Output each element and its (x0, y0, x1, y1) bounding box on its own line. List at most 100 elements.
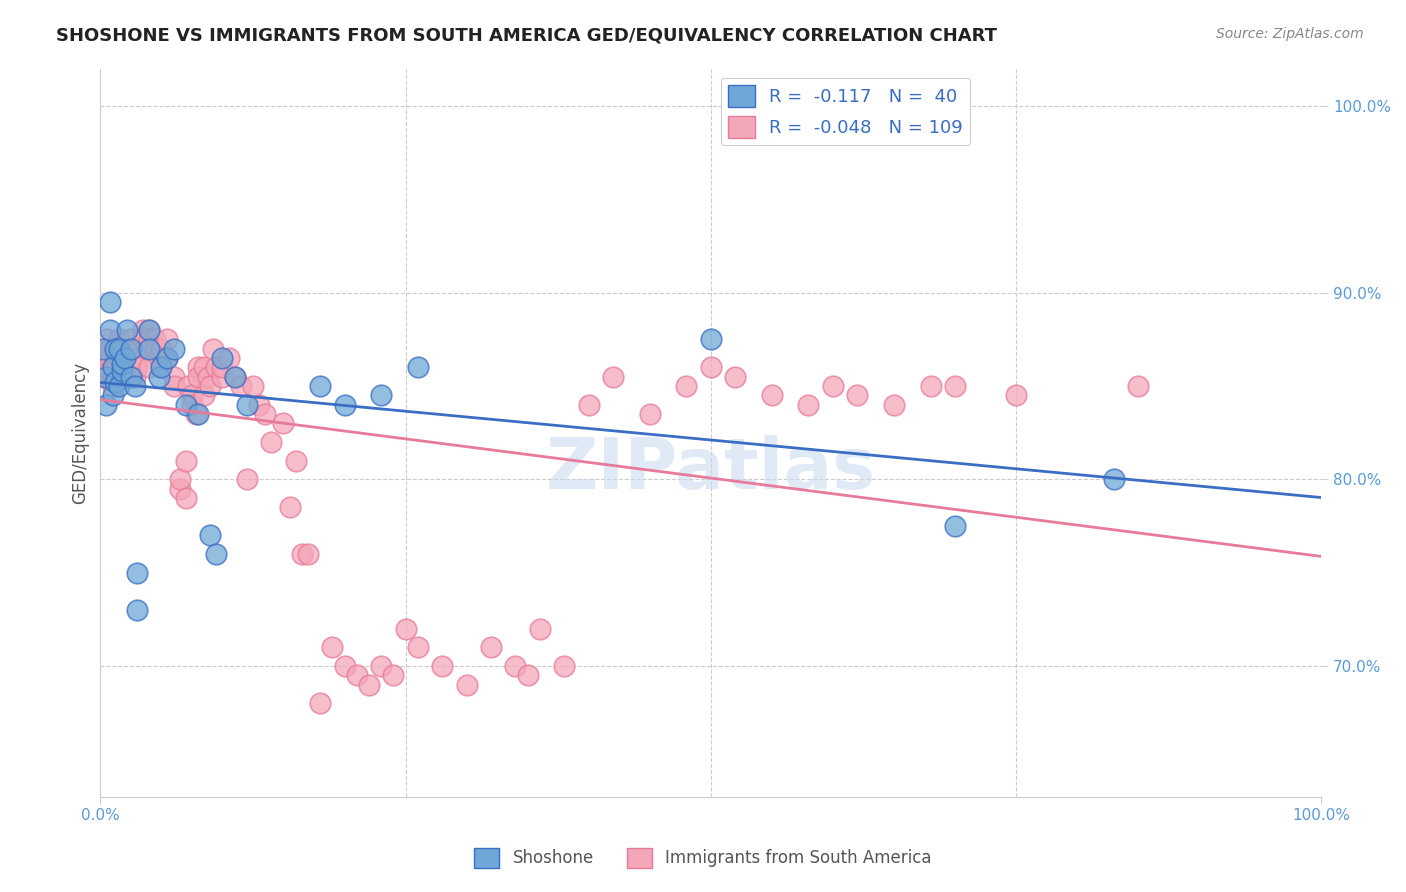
Point (150, 360, 173, 375)
Point (211, 351, 233, 365)
Point (94, 342, 117, 356)
Point (229, 379, 252, 393)
Point (138, 360, 160, 375)
Point (821, 379, 844, 393)
Point (516, 668, 538, 682)
Point (114, 351, 136, 365)
Point (98, 342, 121, 356)
Point (162, 369, 184, 384)
Point (104, 342, 127, 356)
Point (700, 332, 723, 346)
Point (120, 369, 142, 384)
Point (169, 482, 191, 496)
Point (120, 351, 142, 365)
Point (346, 668, 368, 682)
Point (101, 360, 124, 375)
Point (700, 360, 723, 375)
Point (846, 388, 869, 402)
Point (205, 547, 228, 561)
Point (291, 547, 314, 561)
Point (156, 351, 179, 365)
Point (91, 369, 114, 384)
Point (406, 360, 429, 375)
Point (104, 342, 127, 356)
Point (111, 369, 134, 384)
Point (101, 360, 124, 375)
Point (115, 323, 138, 337)
Point (91, 342, 114, 356)
Text: Source: ZipAtlas.com: Source: ZipAtlas.com (1216, 27, 1364, 41)
Point (132, 332, 155, 346)
Point (638, 407, 661, 421)
Point (432, 659, 454, 673)
Point (177, 379, 200, 393)
Point (107, 332, 129, 346)
Point (333, 659, 356, 673)
Point (1126, 379, 1149, 393)
Point (602, 369, 624, 384)
Point (148, 351, 170, 365)
Point (124, 379, 146, 393)
Point (98, 323, 121, 337)
Point (120, 342, 142, 356)
Point (1102, 472, 1125, 486)
Point (370, 659, 392, 673)
Point (797, 398, 820, 412)
Point (174, 453, 197, 467)
Point (278, 500, 301, 515)
Point (297, 547, 319, 561)
Point (101, 388, 124, 402)
Point (138, 342, 160, 356)
Point (1005, 388, 1028, 402)
Point (180, 398, 202, 412)
Point (193, 388, 215, 402)
Point (187, 407, 209, 421)
Point (114, 369, 136, 384)
Text: SHOSHONE VS IMMIGRANTS FROM SOUTH AMERICA GED/EQUIVALENCY CORRELATION CHART: SHOSHONE VS IMMIGRANTS FROM SOUTH AMERIC… (56, 27, 997, 45)
Point (96, 398, 118, 412)
Point (578, 398, 600, 412)
Point (101, 369, 124, 384)
Point (115, 360, 138, 375)
Point (260, 434, 283, 449)
Point (201, 342, 224, 356)
Point (93, 360, 115, 375)
Point (184, 407, 207, 421)
Point (111, 357, 134, 371)
Point (321, 640, 343, 655)
Point (135, 342, 157, 356)
Point (97, 360, 120, 375)
Point (111, 364, 134, 378)
Point (675, 379, 697, 393)
Point (105, 360, 128, 375)
Point (174, 398, 197, 412)
Point (529, 622, 551, 636)
Point (162, 342, 184, 356)
Point (382, 668, 405, 682)
Point (406, 640, 429, 655)
Point (284, 453, 307, 467)
Point (107, 379, 129, 393)
Point (143, 342, 166, 356)
Point (200, 379, 222, 393)
Point (309, 696, 332, 710)
Point (101, 379, 124, 393)
Point (97, 364, 120, 378)
Point (143, 332, 166, 346)
Point (138, 323, 160, 337)
Point (761, 388, 783, 402)
Point (169, 472, 191, 486)
Point (162, 379, 184, 393)
Point (115, 351, 138, 365)
Point (357, 678, 380, 692)
Point (107, 351, 129, 365)
Point (125, 342, 148, 356)
Point (224, 369, 246, 384)
Point (125, 603, 148, 617)
Point (104, 375, 127, 389)
Point (125, 351, 148, 365)
Point (211, 360, 233, 375)
Point (96, 369, 118, 384)
Point (309, 379, 332, 393)
Point (125, 360, 148, 375)
